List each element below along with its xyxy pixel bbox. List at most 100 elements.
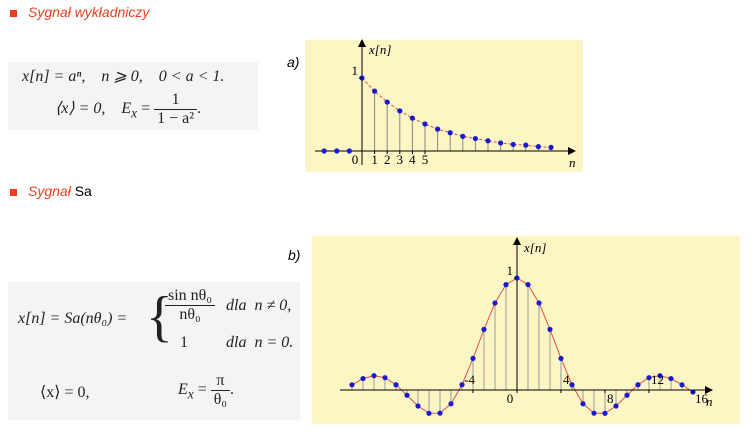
y-axis-label: x[n] (523, 240, 546, 255)
denominator: 1 − a² (154, 109, 198, 128)
x-tick-label: 12 (651, 372, 664, 387)
formula-part: x (187, 386, 194, 402)
point (569, 382, 575, 388)
point (503, 282, 509, 288)
formula-part: = (197, 381, 207, 399)
numerator: π (216, 372, 225, 389)
x-axis-label: n (706, 394, 713, 409)
point (602, 410, 608, 416)
x-axis-label: n (569, 155, 576, 170)
point (371, 373, 377, 379)
y-tick-label: 1 (507, 263, 514, 278)
brace: { (146, 286, 173, 348)
point (334, 148, 340, 154)
numerator: sin nθ₀ (168, 287, 212, 304)
point (349, 382, 355, 388)
formula-part: . (197, 100, 202, 118)
point (492, 300, 498, 306)
point (472, 135, 478, 142)
point (384, 99, 390, 105)
fraction: π θ₀ (210, 372, 230, 409)
point (624, 392, 630, 398)
y-axis-label: x[n] (368, 42, 391, 57)
point (382, 375, 388, 381)
section-title: Sygnał wykładniczy (28, 4, 149, 20)
point (547, 326, 553, 333)
formula: x[n] = aⁿ, n ⩾ 0, 0 < a < 1. (22, 68, 225, 85)
point (437, 410, 443, 416)
y-tick-label: 1 (352, 63, 359, 78)
point (448, 401, 454, 407)
denominator: nθ₀ (165, 305, 215, 324)
point (580, 401, 586, 407)
formula-part: x (131, 105, 138, 121)
x-tick-label: 1 (371, 152, 378, 167)
point (409, 115, 415, 121)
point (481, 326, 487, 333)
point (498, 140, 504, 146)
point (536, 300, 542, 306)
x-tick-label: 2 (384, 152, 391, 167)
point (346, 148, 352, 154)
x-tick-label: 0 (507, 391, 514, 406)
point (372, 88, 378, 94)
point (321, 148, 327, 154)
formula-part: . (229, 381, 234, 399)
section-title: Sygnał Sa (28, 183, 92, 199)
title-text: Sygnał wykładniczy (28, 4, 150, 20)
point (548, 144, 554, 150)
x-tick-label: 8 (607, 391, 614, 406)
point (657, 373, 663, 379)
formula-part: = (141, 100, 151, 118)
fraction: sin nθ₀ nθ₀ (165, 287, 215, 324)
numerator: 1 (171, 91, 180, 108)
title-text: Sa (74, 183, 92, 199)
point (646, 375, 652, 381)
point (591, 410, 597, 416)
point (404, 392, 410, 398)
point (523, 142, 529, 148)
condition: dla n = 0. (226, 334, 294, 351)
plot-label: b) (288, 247, 301, 263)
point (679, 382, 685, 388)
x-tick-label: 16 (695, 391, 709, 406)
point (558, 355, 564, 362)
title-text: Sygnał (28, 183, 71, 199)
point (460, 133, 466, 139)
case: sin nθ₀ nθ₀ (165, 287, 215, 324)
formula: ⟨x⟩ = 0, (40, 384, 90, 401)
point (635, 382, 641, 388)
plot-bg (305, 40, 583, 172)
plot-bg (312, 236, 740, 424)
bullet (10, 10, 17, 17)
formula-part: ⟨x⟩ = 0, E (55, 100, 132, 118)
point (613, 403, 619, 409)
formula: x[n] = Sa(nθ₀) = (18, 310, 128, 327)
point (459, 382, 465, 388)
plot-label: a) (287, 54, 300, 70)
point (668, 375, 674, 382)
point (535, 144, 542, 150)
point (447, 130, 453, 136)
x-tick-label: 4 (563, 372, 570, 387)
bullet (10, 189, 17, 196)
x-tick-label: 0 (352, 152, 359, 167)
x-tick-label: 4 (409, 152, 416, 167)
formula-box (8, 62, 258, 130)
point (415, 403, 421, 409)
x-tick-label: 5 (422, 152, 429, 167)
point (426, 410, 432, 416)
x-tick-label: -4 (464, 372, 475, 387)
formula-box (8, 282, 300, 420)
point (397, 108, 403, 114)
condition: dla n ≠ 0, (226, 297, 292, 314)
point (470, 355, 476, 362)
point (510, 141, 516, 148)
point (360, 375, 366, 382)
point (435, 126, 441, 132)
formula-part: E (178, 381, 188, 399)
